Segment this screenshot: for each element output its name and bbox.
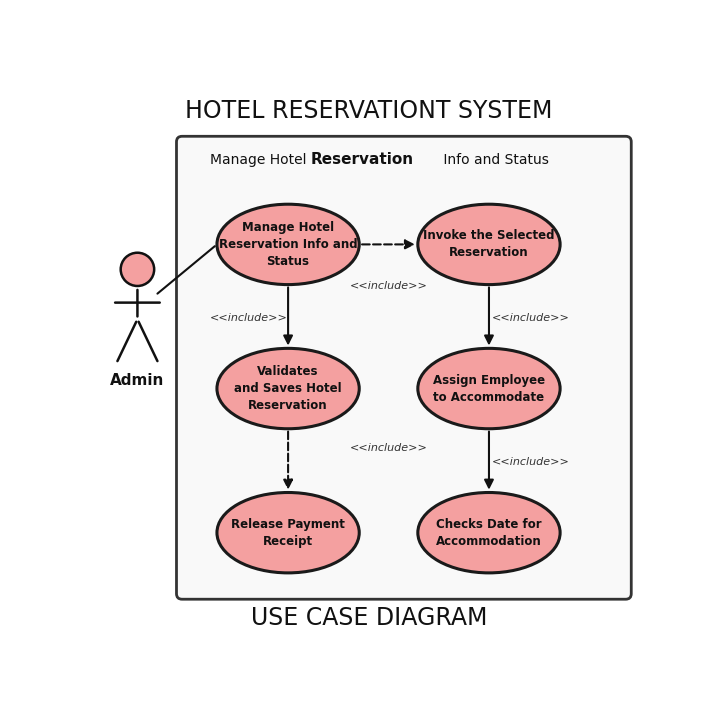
FancyBboxPatch shape	[176, 136, 631, 599]
Ellipse shape	[217, 204, 359, 284]
Ellipse shape	[418, 204, 560, 284]
Text: <<include>>: <<include>>	[350, 443, 428, 453]
Text: <<include>>: <<include>>	[210, 312, 288, 323]
Text: HOTEL RESERVATIONT SYSTEM: HOTEL RESERVATIONT SYSTEM	[185, 99, 553, 123]
Text: Manage Hotel: Manage Hotel	[210, 153, 310, 166]
Text: Admin: Admin	[110, 373, 165, 388]
Text: Release Payment
Receipt: Release Payment Receipt	[231, 518, 345, 548]
Text: Manage Hotel
Reservation Info and
Status: Manage Hotel Reservation Info and Status	[219, 221, 357, 268]
Text: Info and Status: Info and Status	[438, 153, 549, 166]
Text: <<include>>: <<include>>	[492, 312, 570, 323]
Circle shape	[121, 253, 154, 286]
Text: Reservation: Reservation	[310, 152, 413, 167]
Text: Checks Date for
Accommodation: Checks Date for Accommodation	[436, 518, 542, 548]
Text: <<include>>: <<include>>	[350, 281, 428, 291]
Text: Validates
and Saves Hotel
Reservation: Validates and Saves Hotel Reservation	[234, 365, 342, 412]
Ellipse shape	[418, 492, 560, 573]
Ellipse shape	[418, 348, 560, 428]
Text: USE CASE DIAGRAM: USE CASE DIAGRAM	[251, 606, 487, 629]
Text: <<include>>: <<include>>	[492, 456, 570, 467]
Text: Assign Employee
to Accommodate: Assign Employee to Accommodate	[433, 374, 545, 403]
Ellipse shape	[217, 492, 359, 573]
Text: Invoke the Selected
Reservation: Invoke the Selected Reservation	[423, 230, 554, 259]
Ellipse shape	[217, 348, 359, 428]
